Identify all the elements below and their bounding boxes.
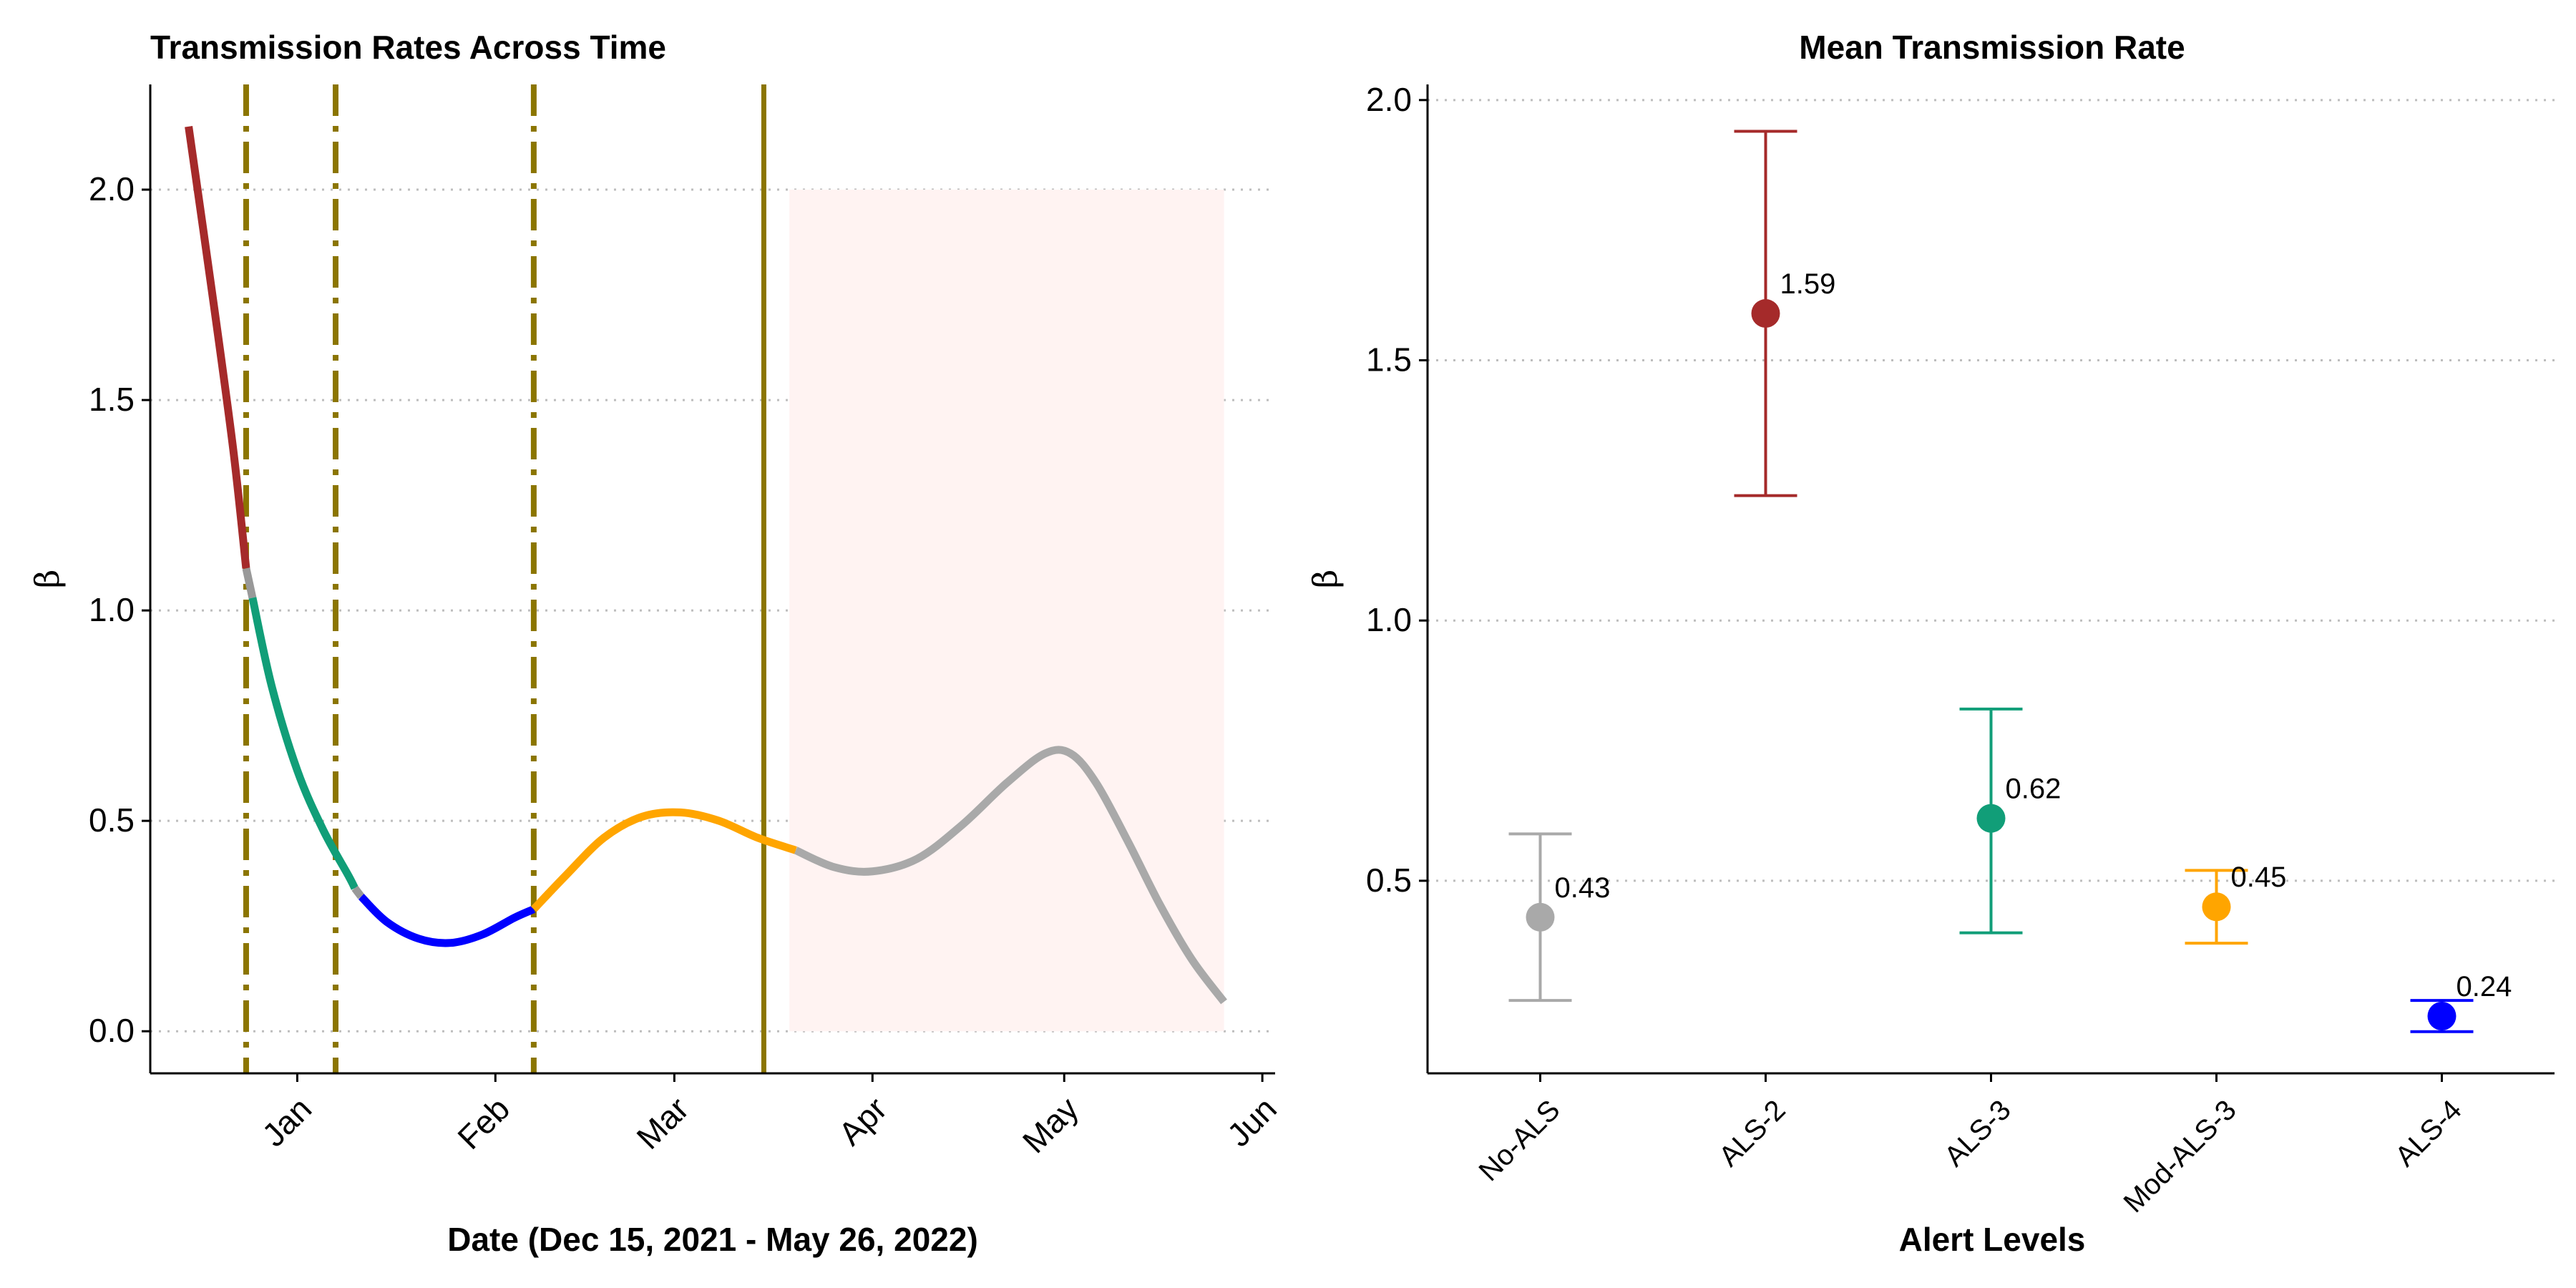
right-y-ticks: 0.5 1.0 1.5 2.0 xyxy=(1366,81,1428,899)
right-chart-panel: Mean Transmission Rate 0.431.590.620.450… xyxy=(1306,29,2555,1258)
right-y-tick-label-1: 1.0 xyxy=(1366,601,1412,638)
mean-point xyxy=(1976,804,2006,833)
right-x-tick-label-4: ALS-4 xyxy=(2389,1094,2468,1173)
mean-point xyxy=(2427,1001,2457,1030)
left-x-tick-label-1: Feb xyxy=(450,1090,517,1156)
right-x-tick-label-2: ALS-3 xyxy=(1938,1094,2017,1173)
right-x-ticks: No-ALS ALS-2 ALS-3 Mod-ALS-3 ALS-4 xyxy=(1473,1073,2468,1219)
left-y-tick-label-1: 0.5 xyxy=(89,801,135,839)
data-label: 0.24 xyxy=(2457,971,2512,1002)
series-segment-3 xyxy=(351,885,365,899)
right-y-tick-label-3: 2.0 xyxy=(1366,81,1412,118)
right-x-tick-label-1: ALS-2 xyxy=(1713,1094,1792,1173)
series-segment-6 xyxy=(794,746,1227,1005)
left-y-axis-title: β xyxy=(28,570,67,589)
data-label: 1.59 xyxy=(1780,268,1836,300)
left-chart-panel: Transmission Rates Across Time 0.0 0.5 1.0… xyxy=(28,29,1284,1258)
series-segment-1 xyxy=(242,567,257,599)
series-segment-0 xyxy=(185,126,250,569)
data-label: 0.43 xyxy=(1555,872,1611,904)
right-x-tick-label-3: Mod-ALS-3 xyxy=(2117,1094,2242,1219)
right-chart-title: Mean Transmission Rate xyxy=(1799,29,2185,66)
left-y-tick-label-0: 0.0 xyxy=(89,1012,135,1049)
errorbar-als-2: 1.59 xyxy=(1734,130,1836,497)
series-segment-5 xyxy=(530,808,797,912)
mean-point xyxy=(2202,892,2231,922)
left-chart-title: Transmission Rates Across Time xyxy=(150,29,666,66)
left-x-tick-label-3: Apr xyxy=(831,1090,894,1152)
left-x-tick-label-0: Jan xyxy=(255,1090,318,1153)
errorbar-als-3: 0.62 xyxy=(1959,707,2062,935)
right-points: 0.43 1.59 0.62 0.45 0.24 xyxy=(1508,130,2512,1033)
right-y-axis-title: β xyxy=(1306,570,1345,589)
left-y-tick-label-2: 1.0 xyxy=(89,591,135,628)
right-x-tick-label-0: No-ALS xyxy=(1473,1094,1566,1187)
right-y-tick-label-0: 0.5 xyxy=(1366,862,1412,899)
right-y-tick-label-2: 1.5 xyxy=(1366,341,1412,379)
series-segment-2 xyxy=(248,597,358,890)
left-x-tick-label-5: Jun xyxy=(1220,1090,1284,1153)
data-label: 0.62 xyxy=(2006,774,2062,805)
left-series xyxy=(185,126,1227,1005)
left-y-tick-label-4: 2.0 xyxy=(89,170,135,208)
errorbar-als-4: 0.24 xyxy=(2410,971,2512,1033)
series-segment-4 xyxy=(358,894,536,947)
left-x-tick-label-4: May xyxy=(1015,1090,1085,1160)
right-x-axis-title: Alert Levels xyxy=(1899,1221,2086,1258)
mean-point xyxy=(1751,299,1780,328)
errorbar-no-als: 0.43 xyxy=(1508,832,1611,1002)
left-x-tick-label-2: Mar xyxy=(629,1090,696,1156)
data-label: 0.45 xyxy=(2231,862,2287,893)
errorbar-mod-als-3: 0.45 xyxy=(2185,862,2287,945)
left-y-ticks: 0.0 0.5 1.0 1.5 2.0 xyxy=(89,170,150,1049)
left-y-tick-label-3: 1.5 xyxy=(89,381,135,418)
left-x-axis-title: Date (Dec 15, 2021 - May 26, 2022) xyxy=(447,1221,978,1258)
mean-point xyxy=(1526,902,1555,932)
left-x-ticks: Jan Feb Mar Apr May Jun xyxy=(255,1073,1284,1160)
